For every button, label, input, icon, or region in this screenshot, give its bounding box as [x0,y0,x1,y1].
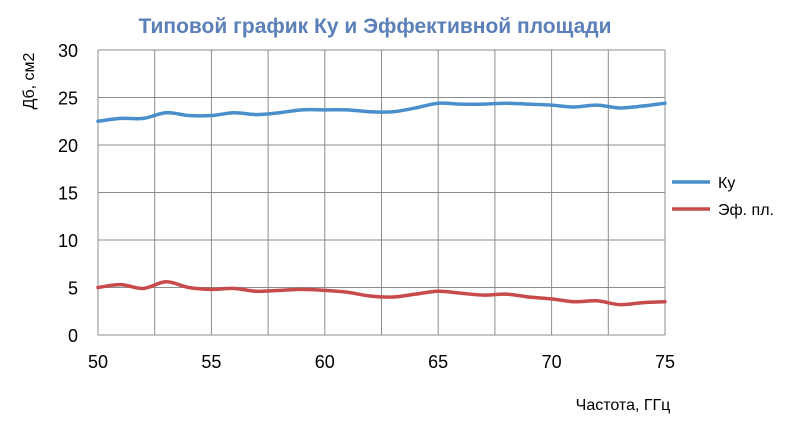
x-axis-label: Частота, ГГц [576,397,671,414]
x-tick-label: 55 [201,352,221,372]
y-tick-label: 10 [58,231,78,251]
x-tick-label: 65 [428,352,448,372]
x-tick-label: 60 [315,352,335,372]
y-axis-ticks: 0 5 10 15 20 25 30 [58,41,78,346]
x-tick-label: 50 [88,352,108,372]
y-axis-label: Дб, см2 [21,53,38,110]
series-line-eff-area [96,280,667,307]
y-tick-label: 25 [58,89,78,109]
series-line-ku [96,101,667,123]
y-tick-label: 0 [68,326,78,346]
y-tick-label: 15 [58,184,78,204]
legend: Ку Эф. пл. [672,175,774,219]
x-tick-label: 75 [655,352,675,372]
grid [97,49,666,336]
legend-label: Эф. пл. [718,202,774,219]
chart-title: Типовой график Ку и Эффективной площади [138,15,611,38]
y-tick-label: 5 [68,279,78,299]
legend-label: Ку [718,175,735,192]
y-tick-label: 30 [58,41,78,61]
x-axis-ticks: 50 55 60 65 70 75 [88,352,675,372]
x-tick-label: 70 [542,352,562,372]
series-layer [96,101,667,307]
y-tick-label: 20 [58,136,78,156]
